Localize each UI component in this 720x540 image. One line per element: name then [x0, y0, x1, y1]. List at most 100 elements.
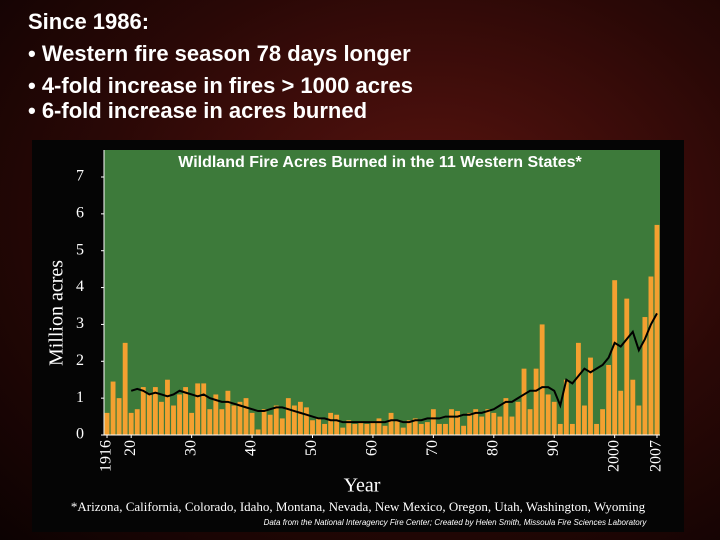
bar [213, 394, 219, 435]
bar [515, 401, 521, 435]
bar [304, 407, 309, 435]
bar [110, 381, 116, 435]
bar [455, 411, 460, 435]
bar [370, 422, 376, 435]
bar [316, 418, 321, 435]
bar [436, 423, 442, 435]
bar [491, 412, 497, 435]
bar [334, 414, 340, 435]
bar [382, 425, 388, 435]
bar [322, 423, 328, 435]
y-axis-label: Million acres [46, 260, 68, 366]
x-tick-label: 80 [484, 440, 501, 456]
bar [189, 412, 195, 435]
bar [539, 324, 545, 435]
bar [575, 342, 581, 435]
bar [237, 401, 243, 435]
bar [219, 409, 225, 435]
bar [479, 416, 485, 435]
bar [146, 394, 152, 435]
x-tick-label: 2000 [605, 440, 622, 472]
bar [243, 398, 249, 435]
bar [285, 398, 291, 435]
x-tick-label: 2007 [648, 440, 665, 472]
bar [177, 394, 182, 435]
bar [255, 429, 261, 435]
source-note: Data from the National Interagency Fire … [264, 518, 648, 527]
bar [461, 425, 467, 435]
x-tick-label: 30 [182, 440, 199, 456]
bar [183, 387, 189, 435]
bar [267, 414, 273, 435]
bar [364, 423, 370, 435]
bar [297, 401, 303, 435]
bar [642, 317, 648, 435]
bar [449, 409, 454, 435]
bar [394, 420, 400, 435]
bar [557, 423, 563, 435]
bar [116, 398, 122, 435]
bar [654, 224, 660, 435]
x-tick-label: 1916 [98, 440, 115, 472]
bar [624, 298, 630, 435]
bar [165, 379, 170, 435]
bar [497, 416, 503, 435]
x-tick-label: 50 [303, 440, 320, 456]
bar [485, 409, 491, 435]
footnote: *Arizona, California, Colorado, Idaho, M… [71, 499, 646, 514]
bar [412, 418, 418, 435]
y-tick-label: 0 [76, 426, 84, 443]
bar [376, 418, 382, 435]
bar [352, 423, 358, 435]
bar [195, 383, 201, 435]
bar [158, 401, 164, 435]
bar [400, 427, 406, 435]
bar [291, 405, 297, 435]
bar [521, 368, 527, 435]
x-tick-label: 40 [243, 440, 260, 456]
bar [328, 412, 334, 435]
bar [128, 412, 134, 435]
bar [551, 401, 557, 435]
bar [140, 387, 146, 435]
bar [563, 379, 569, 435]
y-tick-label: 2 [76, 352, 84, 369]
bar [171, 405, 176, 435]
bar [612, 280, 618, 435]
bar [424, 422, 430, 435]
y-tick-label: 7 [76, 168, 84, 185]
trend-line [130, 312, 658, 424]
bar [467, 412, 473, 435]
bar [582, 405, 587, 435]
bar [636, 405, 642, 435]
chart-title: Wildland Fire Acres Burned in the 11 Wes… [178, 154, 582, 171]
y-tick-label: 4 [76, 278, 84, 295]
x-tick-label: 60 [364, 440, 381, 456]
bar [443, 423, 448, 435]
bar [279, 418, 285, 435]
bar [152, 387, 158, 435]
bar [569, 423, 575, 435]
slide-heading: Since 1986: [28, 9, 150, 34]
bar [122, 342, 128, 435]
bar [310, 420, 315, 435]
bar [503, 398, 509, 435]
y-tick-label: 3 [76, 315, 84, 332]
slide-bullet: • Western fire season 78 days longer [28, 41, 411, 66]
x-tick-label: 90 [545, 440, 562, 456]
bar [606, 364, 612, 435]
y-tick-label: 5 [76, 241, 84, 258]
bar [545, 394, 551, 435]
bar [418, 423, 424, 435]
bar [201, 383, 207, 435]
bar [473, 409, 479, 435]
bar [509, 416, 515, 435]
bar [406, 420, 412, 435]
bar [261, 409, 267, 435]
bar [618, 390, 624, 435]
bar [430, 409, 436, 435]
bar [600, 409, 606, 435]
slide-bullet: • 6-fold increase in acres burned [28, 98, 368, 123]
